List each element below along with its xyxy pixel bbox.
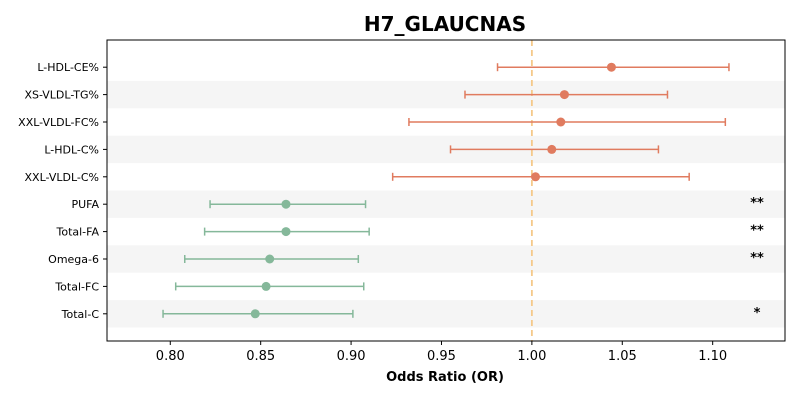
significance-marker: ** (750, 251, 764, 266)
plot-frame (106, 39, 786, 342)
or-point (547, 144, 557, 154)
or-point (559, 90, 569, 100)
row-band (107, 80, 785, 109)
significance-marker: ** (750, 224, 764, 239)
x-tick-label: 0.90 (337, 349, 366, 364)
x-tick-label: 0.85 (246, 349, 275, 364)
or-point (530, 172, 540, 182)
or-point (606, 62, 616, 72)
or-point (250, 309, 260, 319)
row-labels: L-HDL-CE% XS-VLDL-TG% XXL-VLDL-FC% L-HDL-C%… (18, 61, 107, 321)
or-point (265, 254, 275, 264)
x-axis-label: Odds Ratio (OR) (386, 370, 504, 385)
row-label: Total-C (61, 308, 100, 321)
row-label: Total-FA (55, 226, 99, 239)
row-label: Omega-6 (48, 253, 99, 266)
x-tick-label: 0.80 (156, 349, 185, 364)
x-axis: 0.80 0.85 0.90 0.95 1.00 1.05 1.10 (156, 341, 727, 364)
x-tick-label: 1.10 (698, 349, 727, 364)
significance-marker: ** (750, 196, 764, 211)
or-point (556, 117, 566, 127)
row-bands (107, 80, 785, 328)
significance-marker: * (754, 306, 761, 321)
x-tick-label: 1.00 (517, 349, 546, 364)
row-label: XXL-VLDL-FC% (18, 116, 99, 129)
row-band (107, 190, 785, 218)
row-label: L-HDL-C% (44, 143, 99, 156)
x-tick-label: 0.95 (427, 349, 456, 364)
row-label: Total-FC (54, 280, 99, 293)
or-point (281, 199, 291, 209)
x-tick-label: 1.05 (608, 349, 637, 364)
row-label: XS-VLDL-TG% (24, 89, 99, 102)
significance-markers: ******* (750, 196, 764, 321)
row-label: L-HDL-CE% (37, 61, 99, 74)
data-marks (162, 62, 730, 319)
row-band (107, 135, 785, 164)
row-label: XXL-VLDL-C% (25, 171, 100, 184)
or-point (281, 227, 291, 237)
chart-title: H7_GLAUCNAS (364, 12, 526, 36)
or-point (261, 281, 271, 291)
row-label: PUFA (71, 198, 99, 211)
